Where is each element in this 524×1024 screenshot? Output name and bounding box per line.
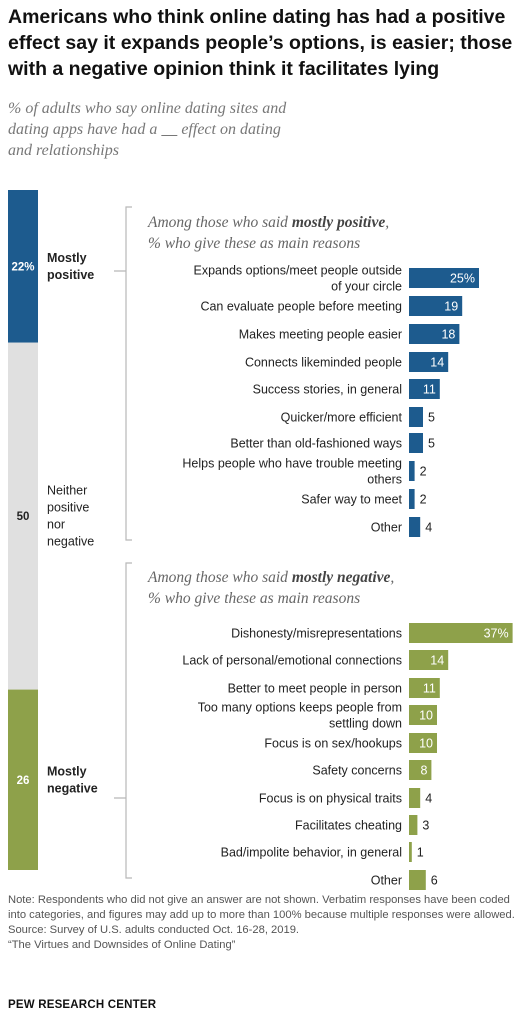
- stack-category-label: positive: [47, 268, 94, 282]
- positive-reason-value-label: 14: [430, 356, 444, 370]
- stack-category-label: negative: [47, 781, 98, 795]
- chart-subtitle: % of adults who say online dating sites …: [8, 100, 287, 159]
- positive-reason-category-label: Success stories, in general: [253, 383, 402, 397]
- positive-reason-bar: [409, 379, 440, 399]
- positive-reason-bar: [409, 352, 449, 372]
- chart-canvas: 22% Mostly positive 50 Neither positive nor neg…: [8, 190, 513, 890]
- positive-reason-bar: [409, 489, 415, 509]
- positive-reason-category-label: Other: [371, 521, 402, 535]
- panel-title-line: Among those who said mostly positive,: [147, 214, 389, 231]
- stack-category-label: Mostly: [47, 764, 87, 778]
- negative-reason-bar: [409, 705, 437, 725]
- negative-reason-category-label: Focus is on physical traits: [259, 792, 402, 806]
- positive-reason-bar: [409, 433, 423, 453]
- positive-reason-value-label: 11: [423, 383, 436, 397]
- stack-category-label: positive: [47, 501, 89, 515]
- positive-reason-bar: [409, 296, 463, 316]
- negative-reason-value-label: 1: [417, 846, 424, 860]
- negative-reason-value-label: 6: [431, 874, 438, 888]
- stack-category-label: Mostly: [47, 251, 87, 265]
- positive-bracket: [114, 206, 132, 541]
- stack-category-label: nor: [47, 518, 65, 532]
- negative-reason-value-label: 37%: [484, 627, 509, 641]
- panel-title-line: % who give these as main reasons: [148, 590, 360, 607]
- negative-reason-category-label: Focus is on sex/hookups: [264, 737, 402, 751]
- negative-reason-bar: [409, 760, 432, 780]
- negative-reason-bar: [409, 733, 437, 753]
- negative-reason-value-label: 10: [419, 737, 433, 751]
- negative-bracket: [114, 562, 132, 879]
- positive-reason-value-label: 2: [420, 493, 427, 507]
- negative-reason-category-label: settling down: [329, 717, 402, 731]
- positive-reason-value-label: 19: [444, 300, 458, 314]
- positive-reason-category-label: Can evaluate people before meeting: [200, 300, 402, 314]
- positive-reason-bar: [409, 407, 423, 427]
- footer-report: “The Virtues and Downsides of Online Dat…: [8, 939, 236, 951]
- positive-reason-bar: [409, 461, 415, 481]
- panel-title-line: % who give these as main reasons: [148, 235, 360, 252]
- stack-category-label: Neither: [47, 484, 87, 498]
- positive-reason-category-label: Helps people who have trouble meeting: [182, 457, 402, 471]
- positive-reason-category-label: Makes meeting people easier: [239, 328, 402, 342]
- positive-reason-category-label: Connects likeminded people: [245, 356, 402, 370]
- panel-title-line: Among those who said mostly negative,: [147, 569, 394, 586]
- negative-reason-category-label: Better to meet people in person: [228, 682, 402, 696]
- negative-reason-category-label: Dishonesty/misrepresentations: [231, 627, 402, 641]
- positive-reason-category-label: Quicker/more efficient: [281, 411, 403, 425]
- positive-reason-bar: [409, 268, 479, 288]
- positive-reason-bar: [409, 517, 421, 537]
- negative-reason-value-label: 14: [430, 654, 444, 668]
- negative-reason-value-label: 8: [420, 764, 427, 778]
- positive-reason-category-label: Better than old-fashioned ways: [230, 437, 402, 451]
- negative-reason-category-label: Too many options keeps people from: [198, 701, 402, 715]
- footer-source: Source: Survey of U.S. adults conducted …: [8, 924, 300, 936]
- stack-segment-2: [8, 342, 38, 690]
- negative-reason-bar: [409, 815, 418, 835]
- negative-reason-category-label: Facilitates cheating: [295, 819, 402, 833]
- negative-reason-category-label: Safety concerns: [312, 764, 402, 778]
- positive-reason-category-label: of your circle: [331, 280, 402, 294]
- positive-reason-value-label: 5: [428, 411, 435, 425]
- positive-reason-category-label: others: [367, 473, 402, 487]
- positive-reason-value-label: 5: [428, 437, 435, 451]
- negative-reason-category-label: Lack of personal/emotional connections: [182, 654, 402, 668]
- positive-reason-value-label: 2: [420, 465, 427, 479]
- footer: Note: Respondents who did not give an an…: [8, 893, 518, 953]
- stack-value-label: 22%: [11, 261, 34, 273]
- negative-reason-value-label: 3: [422, 819, 429, 833]
- negative-reason-bar: [409, 650, 449, 670]
- negative-reason-value-label: 4: [425, 792, 432, 806]
- negative-reason-bar: [409, 678, 440, 698]
- stack-value-label: 50: [17, 511, 30, 523]
- negative-reason-bar: [409, 870, 426, 890]
- positive-reason-category-label: Safer way to meet: [301, 493, 402, 507]
- negative-reason-value-label: 10: [419, 709, 433, 723]
- positive-reason-category-label: Expands options/meet people outside: [194, 264, 403, 278]
- stack-value-label: 26: [17, 775, 30, 787]
- negative-reason-category-label: Bad/impolite behavior, in general: [221, 846, 402, 860]
- negative-reason-bar: [409, 842, 412, 862]
- footer-note: Note: Respondents who did not give an an…: [8, 894, 515, 921]
- negative-reason-category-label: Other: [371, 874, 402, 888]
- stack-segment-3: [8, 689, 38, 870]
- brand-logo: PEW RESEARCH CENTER: [8, 999, 157, 1011]
- positive-reason-value-label: 25%: [450, 272, 475, 286]
- negative-reason-bar: [409, 623, 513, 643]
- negative-reason-value-label: 11: [423, 682, 436, 696]
- chart-title: Americans who think online dating has ha…: [8, 6, 513, 80]
- positive-reason-bar: [409, 324, 460, 344]
- stack-segment-1: [8, 190, 38, 343]
- stack-category-label: negative: [47, 535, 94, 549]
- positive-reason-value-label: 4: [425, 521, 432, 535]
- negative-reason-bar: [409, 788, 421, 808]
- positive-reason-value-label: 18: [441, 328, 455, 342]
